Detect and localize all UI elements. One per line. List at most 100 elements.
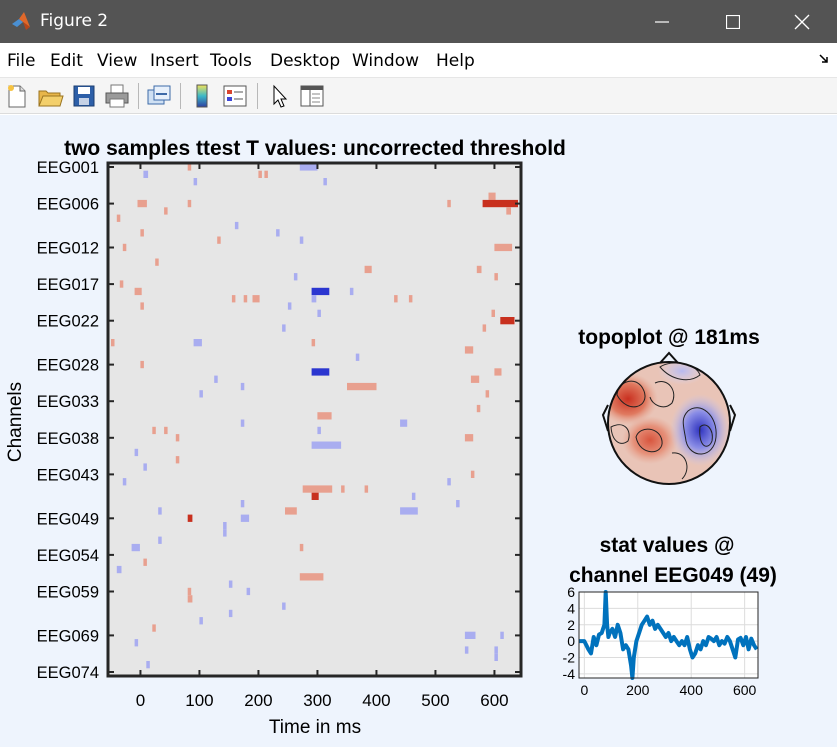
heatmap-cell: [152, 624, 156, 632]
heatmap-cell: [187, 199, 192, 208]
heatmap-cell: [494, 368, 502, 376]
menu-insert[interactable]: Insert: [150, 51, 199, 71]
heatmap-cell: [293, 273, 298, 281]
heatmap-cell: [243, 295, 248, 303]
y-tick-label: 0: [567, 633, 575, 649]
window-titlebar[interactable]: Figure 2: [0, 0, 837, 43]
heatmap-cell: [311, 339, 316, 347]
heatmap-cell: [317, 412, 332, 420]
heatmap-cell: [364, 485, 369, 493]
heatmap-cell: [347, 382, 377, 391]
menu-file[interactable]: File: [7, 51, 36, 71]
heatmap-cell: [464, 346, 474, 354]
heatmap-cell: [187, 587, 192, 596]
heatmap-cell: [302, 485, 333, 493]
topoplot-title: topoplot @ 181ms: [578, 326, 760, 349]
heatmap-cell: [411, 492, 416, 500]
heatmap-cell: [317, 309, 321, 317]
heatmap-cell: [240, 419, 245, 427]
heatmap-cell: [193, 339, 202, 347]
heatmap-cell: [476, 404, 481, 413]
heatmap-cell: [299, 163, 318, 171]
insert-colorbar-icon[interactable]: [188, 82, 216, 110]
heatmap-cell: [349, 287, 354, 296]
heatmap-cell: [134, 287, 142, 296]
figure-canvas[interactable]: two samples ttest T values: uncorrected …: [0, 115, 837, 747]
heatmap-cell: [470, 375, 480, 383]
save-icon[interactable]: [70, 82, 98, 110]
menu-view[interactable]: View: [97, 51, 138, 71]
heatmap-cell: [299, 543, 304, 552]
heatmap-cell: [143, 558, 147, 566]
heatmap-cell: [240, 514, 250, 522]
heatmap-frame: [106, 161, 523, 678]
heatmap-cell: [152, 426, 156, 435]
menu-help[interactable]: Help: [436, 51, 475, 71]
heatmap-cell: [494, 653, 498, 661]
heatmap-cell: [199, 390, 203, 398]
heatmap-axes[interactable]: 0 100 200 300 400 500 600 EEG001EEG006EEG012EE…: [37, 159, 523, 710]
heatmap-cell: [506, 207, 511, 215]
heatmap-cell: [155, 258, 159, 266]
minimize-icon: [655, 20, 669, 23]
y-tick-label: EEG028: [37, 357, 99, 375]
heatmap-cell: [131, 543, 140, 552]
heatmap-cell: [488, 192, 496, 200]
menu-bar: File Edit View Insert Tools Desktop Wind…: [0, 43, 837, 78]
heatmap-cell: [311, 492, 319, 500]
new-figure-icon[interactable]: [3, 82, 31, 110]
y-tick-label: 2: [567, 617, 575, 633]
heatmap-cell: [464, 631, 476, 639]
close-icon: [794, 14, 810, 29]
y-tick-label: EEG006: [37, 196, 99, 214]
heatmap-cell: [276, 229, 280, 237]
heatmap-cell: [137, 199, 147, 208]
heatmap-cell: [143, 463, 147, 471]
close-button[interactable]: [767, 0, 837, 43]
maximize-button[interactable]: [698, 0, 768, 43]
heatmap-cell: [491, 309, 495, 317]
topo-head-outline: [607, 361, 731, 485]
property-inspector-icon[interactable]: [298, 82, 326, 110]
heatmap-cell: [482, 199, 518, 208]
heatmap-cell: [500, 317, 515, 325]
menu-tools[interactable]: Tools: [210, 51, 252, 71]
y-tick-label: EEG012: [37, 240, 99, 258]
heatmap-cell: [408, 295, 413, 303]
heatmap-cell: [400, 507, 418, 515]
x-tick-label: 200: [244, 691, 272, 710]
heatmap-cell: [299, 236, 304, 244]
heatmap-cell: [311, 441, 342, 449]
menu-desktop[interactable]: Desktop: [270, 51, 341, 71]
heatmap-cell: [485, 390, 490, 398]
x-tick-label: 100: [185, 691, 213, 710]
heatmap-cell: [285, 507, 297, 515]
open-file-icon[interactable]: [36, 82, 64, 110]
heatmap-cell: [317, 426, 321, 435]
print-icon[interactable]: [103, 82, 131, 110]
heatmap-cell: [223, 522, 227, 530]
y-tick-label: 4: [567, 600, 575, 616]
heatmap-cell: [494, 273, 498, 281]
menu-edit[interactable]: Edit: [50, 51, 83, 71]
minimize-button[interactable]: [627, 0, 697, 43]
link-plot-icon[interactable]: [145, 82, 173, 110]
heatmap-cell: [134, 448, 139, 457]
heatmap-cell: [447, 478, 451, 486]
dock-arrow-icon[interactable]: [818, 53, 830, 65]
y-tick-label: EEG074: [37, 664, 99, 682]
topoplot[interactable]: [598, 351, 740, 495]
topo-left-ear: [601, 404, 609, 432]
heatmap-cell: [140, 229, 144, 237]
toolbar-separator: [180, 83, 181, 109]
toolbar-separator: [257, 83, 258, 109]
heatmap-cell: [464, 434, 474, 442]
heatmap-cell: [231, 295, 236, 303]
menu-window[interactable]: Window: [352, 51, 420, 71]
insert-legend-icon[interactable]: [221, 82, 249, 110]
heatmap-cell: [258, 170, 262, 178]
edit-plot-icon[interactable]: [265, 82, 293, 110]
heatmap-cell: [470, 470, 475, 478]
